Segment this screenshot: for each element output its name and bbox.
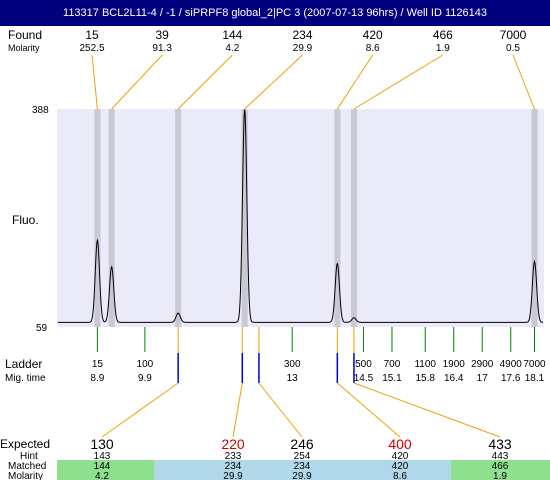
expected-size-label: 246 — [290, 436, 314, 452]
expected-label: Expected — [0, 437, 50, 451]
ladder-label: Ladder — [5, 357, 42, 371]
peak-band-6 — [531, 109, 538, 327]
ladder-size-label: 15 — [92, 359, 104, 370]
ladder-time-label: 17 — [477, 373, 489, 384]
found-molarity-label: 8.6 — [366, 43, 380, 54]
matched-cell — [451, 460, 550, 480]
found-connector — [177, 54, 233, 110]
found-molarity-label: 91.3 — [152, 43, 172, 54]
molarity-label: Molarity — [8, 43, 40, 53]
found-connector — [111, 54, 163, 110]
found-molarity-label: 4.2 — [225, 43, 239, 54]
peak-band-3 — [241, 109, 248, 327]
ladder-time-label: 18.1 — [525, 373, 545, 384]
matched-value: 144 — [94, 461, 111, 472]
ladder-time-label: 16.4 — [444, 373, 464, 384]
matched-value: 234 — [294, 461, 311, 472]
ladder-size-label: 1900 — [443, 359, 466, 370]
molarity-value: 8.6 — [393, 471, 407, 480]
plot-area — [57, 109, 544, 327]
found-connector — [353, 54, 444, 110]
found-connector — [336, 54, 374, 110]
ladder-time-label: 15.1 — [382, 373, 402, 384]
hint-label-value: 254 — [294, 451, 311, 462]
found-size-label: 7000 — [500, 28, 527, 42]
found-label: Found — [8, 28, 42, 42]
found-connector — [512, 54, 535, 110]
found-connector — [91, 54, 98, 110]
expected-connector — [336, 382, 401, 438]
molarity-value: 29.9 — [223, 471, 243, 480]
matched-cell — [57, 460, 154, 480]
matched-value: 420 — [392, 461, 409, 472]
ladder-size-label: 7000 — [523, 359, 546, 370]
mig-time-label: Mig. time — [5, 373, 46, 384]
expected-connector — [101, 382, 179, 438]
peak-band-4 — [334, 109, 341, 327]
ladder-size-label: 2900 — [471, 359, 494, 370]
expected-size-label: 433 — [488, 436, 512, 452]
found-size-label: 144 — [222, 28, 242, 42]
molarity-value: 29.9 — [292, 471, 312, 480]
molarity-value: 1.9 — [493, 471, 507, 480]
ladder-size-label: 300 — [284, 359, 301, 370]
expected-connector — [353, 382, 501, 438]
hint-label: Hint — [20, 451, 38, 462]
found-molarity-label: 1.9 — [436, 43, 450, 54]
title-bar: 113317 BCL2L11-4 / -1 / siPRPF8 global_2… — [0, 0, 550, 26]
molarity-value: 4.2 — [95, 471, 109, 480]
y-tick-label-bottom: 59 — [36, 323, 48, 334]
found-size-label: 420 — [363, 28, 383, 42]
expected-connector — [232, 382, 243, 438]
expected-size-label: 220 — [221, 436, 245, 452]
found-molarity-label: 0.5 — [506, 43, 520, 54]
hint-label-value: 443 — [492, 451, 509, 462]
peak-band-2 — [175, 109, 182, 327]
peak-band-5 — [350, 109, 357, 327]
ladder-time-label: 9.9 — [138, 373, 152, 384]
ladder-time-label: 15.8 — [415, 373, 435, 384]
peak-band-0 — [94, 109, 101, 327]
found-molarity-label: 252.5 — [79, 43, 104, 54]
ladder-size-label: 100 — [137, 359, 154, 370]
hint-label-value: 233 — [225, 451, 242, 462]
fluorescence-trace — [58, 109, 543, 323]
matched-cell — [154, 460, 293, 480]
found-size-label: 466 — [433, 28, 453, 42]
found-molarity-label: 29.9 — [293, 43, 313, 54]
matched-value: 466 — [492, 461, 509, 472]
expected-size-label: 130 — [90, 436, 114, 452]
matched-label: Matched — [8, 461, 46, 472]
expected-size-label: 400 — [388, 436, 412, 452]
ladder-time-label: 13 — [287, 373, 299, 384]
ladder-size-label: 500 — [355, 359, 372, 370]
matched-cell — [372, 460, 451, 480]
molarity-bottom-label: Molarity — [8, 471, 43, 480]
ladder-time-label: 17.6 — [501, 373, 521, 384]
ladder-size-label: 4900 — [500, 359, 523, 370]
ladder-size-label: 700 — [384, 359, 401, 370]
found-size-label: 39 — [155, 28, 169, 42]
found-size-label: 15 — [85, 28, 99, 42]
matched-value: 234 — [225, 461, 242, 472]
ladder-size-label: 1100 — [414, 359, 436, 370]
peak-band-1 — [108, 109, 115, 327]
y-tick-label-top: 388 — [32, 105, 49, 116]
expected-connector — [258, 382, 303, 438]
matched-cell — [293, 460, 372, 480]
ladder-time-label: 14.5 — [354, 373, 374, 384]
hint-label-value: 143 — [94, 451, 111, 462]
hint-label-value: 420 — [392, 451, 409, 462]
ladder-time-label: 8.9 — [90, 373, 104, 384]
found-connector — [244, 54, 303, 110]
found-size-label: 234 — [292, 28, 312, 42]
fluo-label: Fluo. — [12, 213, 39, 227]
